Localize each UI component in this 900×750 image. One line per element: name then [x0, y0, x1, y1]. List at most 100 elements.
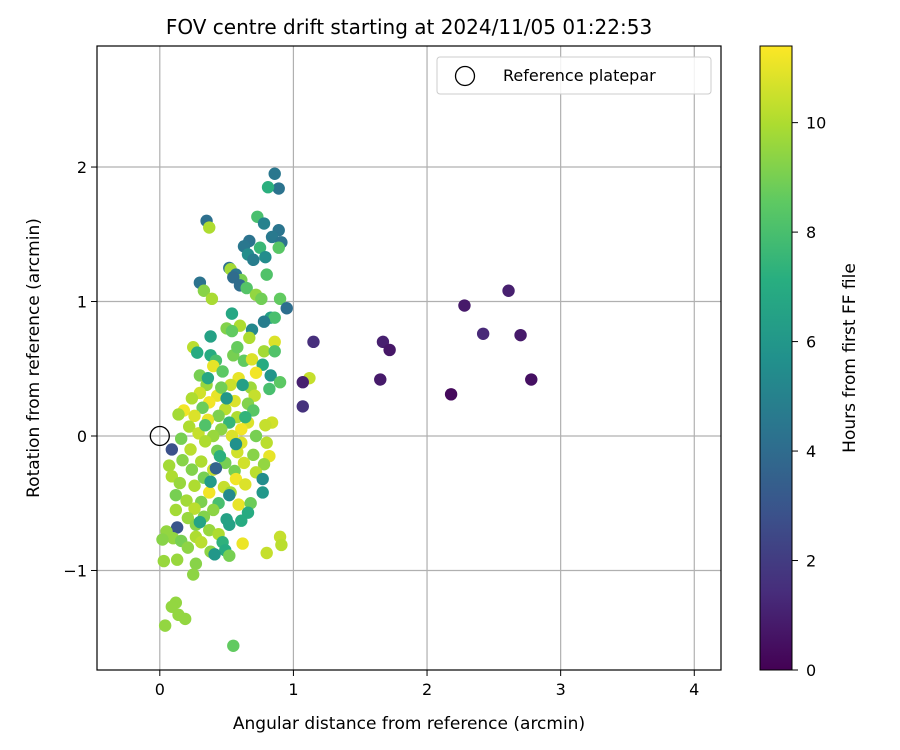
colorbar-tick-label: 6	[806, 333, 816, 352]
data-point	[185, 392, 199, 405]
data-point	[268, 167, 281, 180]
data-point	[236, 537, 249, 550]
colorbar-tick-label: 10	[806, 114, 826, 133]
data-point	[514, 328, 527, 342]
colorbar-ticks: 0 2 4 6 8 10	[792, 114, 826, 680]
x-axis-label: Angular distance from reference (arcmin)	[233, 714, 585, 734]
reference-point	[149, 425, 170, 447]
data-point	[223, 488, 236, 502]
data-point	[212, 409, 225, 423]
data-point	[253, 241, 267, 254]
data-point	[173, 476, 187, 490]
data-point	[181, 541, 195, 554]
data-point	[236, 378, 249, 392]
data-point	[165, 443, 179, 456]
data-point	[280, 302, 293, 315]
data-point	[237, 456, 251, 470]
data-point	[188, 479, 201, 492]
reference-marker	[149, 425, 170, 447]
data-point	[216, 365, 229, 378]
data-point	[169, 503, 183, 517]
data-point	[204, 330, 217, 343]
data-point	[224, 378, 237, 392]
data-point	[235, 514, 248, 527]
data-points	[156, 167, 538, 652]
data-point	[220, 392, 233, 405]
data-point	[383, 343, 396, 357]
data-point	[268, 311, 281, 324]
colorbar-tick-label: 0	[806, 661, 816, 680]
y-tick-label: 2	[77, 158, 87, 177]
data-point	[525, 373, 538, 386]
colorbar	[759, 45, 793, 671]
data-point	[256, 486, 269, 499]
data-point	[268, 335, 281, 349]
data-point	[170, 521, 184, 534]
data-point	[213, 449, 227, 463]
data-point	[204, 475, 217, 488]
data-point	[273, 376, 287, 389]
data-point	[176, 454, 189, 467]
data-point	[199, 419, 212, 432]
data-point	[195, 536, 208, 549]
data-point	[158, 619, 172, 632]
data-point	[157, 554, 171, 568]
data-point	[203, 221, 216, 234]
data-point	[189, 557, 203, 570]
data-point	[174, 432, 188, 445]
y-axis-ticks: −1 0 1 2	[63, 158, 97, 580]
data-point	[243, 331, 256, 345]
data-point	[223, 518, 236, 531]
data-point	[272, 182, 285, 195]
chart-title: FOV centre drift starting at 2024/11/05 …	[166, 15, 652, 39]
data-point	[172, 408, 185, 421]
data-point	[231, 341, 244, 354]
data-point	[225, 307, 239, 320]
legend-box	[436, 56, 712, 95]
data-point	[245, 353, 259, 366]
data-point	[207, 503, 220, 517]
data-point	[191, 346, 204, 359]
data-point	[296, 376, 309, 389]
data-point	[229, 437, 243, 451]
data-point	[225, 324, 239, 338]
data-point	[188, 409, 201, 423]
data-point	[265, 230, 279, 244]
data-point	[187, 568, 200, 581]
y-axis-label: Rotation from reference (arcmin)	[24, 218, 44, 498]
data-point	[223, 549, 236, 562]
data-point	[235, 423, 248, 436]
data-point	[215, 381, 228, 394]
data-point	[196, 401, 209, 414]
data-point	[257, 315, 271, 328]
data-point	[209, 462, 223, 475]
data-point	[240, 281, 253, 295]
y-tick-label: 0	[77, 427, 87, 446]
x-tick-label: 1	[288, 680, 298, 699]
data-point	[182, 420, 196, 433]
data-point	[201, 371, 215, 385]
data-point	[257, 345, 271, 358]
data-point	[374, 373, 387, 386]
y-tick-label: −1	[63, 561, 87, 580]
data-point	[476, 327, 490, 340]
data-point	[247, 448, 260, 462]
data-point	[232, 498, 245, 511]
colorbar-tick-label: 8	[806, 223, 816, 242]
x-tick-label: 0	[155, 680, 165, 699]
data-point	[275, 538, 288, 552]
data-point	[193, 515, 207, 529]
data-point	[205, 292, 219, 306]
data-point	[227, 639, 240, 652]
data-point	[185, 463, 199, 476]
data-point	[199, 435, 212, 448]
data-point	[156, 533, 169, 546]
plot-frame	[96, 45, 722, 671]
data-point	[273, 292, 287, 306]
data-point	[197, 284, 211, 297]
legend-marker	[454, 65, 476, 87]
colorbar-tick-label: 2	[806, 552, 816, 571]
x-axis-ticks: 0 1 2 3 4	[155, 670, 699, 699]
data-point	[162, 459, 176, 472]
